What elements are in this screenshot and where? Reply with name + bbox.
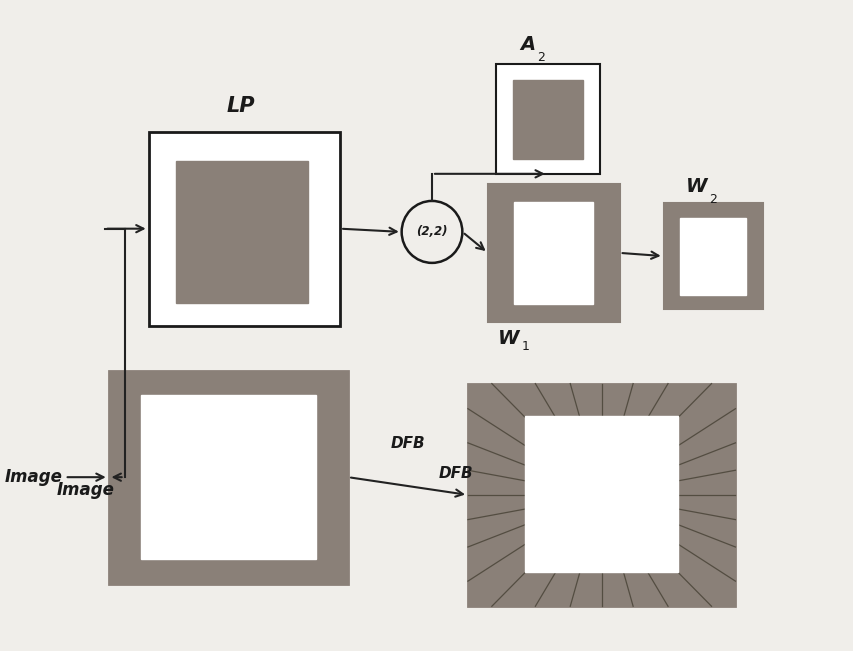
Bar (496, 64, 599, 174)
Text: W: W (685, 178, 706, 197)
Bar (680, 217, 745, 295)
Bar (108, 370, 348, 584)
Bar (148, 132, 339, 326)
Text: A: A (520, 35, 535, 55)
Text: W: W (498, 329, 519, 348)
Ellipse shape (401, 201, 461, 263)
Text: Image: Image (4, 468, 62, 486)
Text: Image: Image (56, 481, 114, 499)
Bar (487, 184, 619, 322)
Text: LP: LP (226, 96, 254, 116)
Bar (467, 383, 734, 606)
Text: DFB: DFB (438, 467, 473, 482)
Text: DFB: DFB (391, 436, 425, 451)
Bar (177, 161, 308, 303)
Bar (513, 79, 583, 159)
Text: 2: 2 (708, 193, 717, 206)
Text: 1: 1 (521, 340, 529, 353)
Text: 2: 2 (537, 51, 545, 64)
Bar (514, 202, 593, 304)
Bar (141, 395, 316, 559)
Text: (2,2): (2,2) (415, 225, 447, 238)
Bar (663, 203, 763, 309)
Bar (525, 416, 677, 572)
